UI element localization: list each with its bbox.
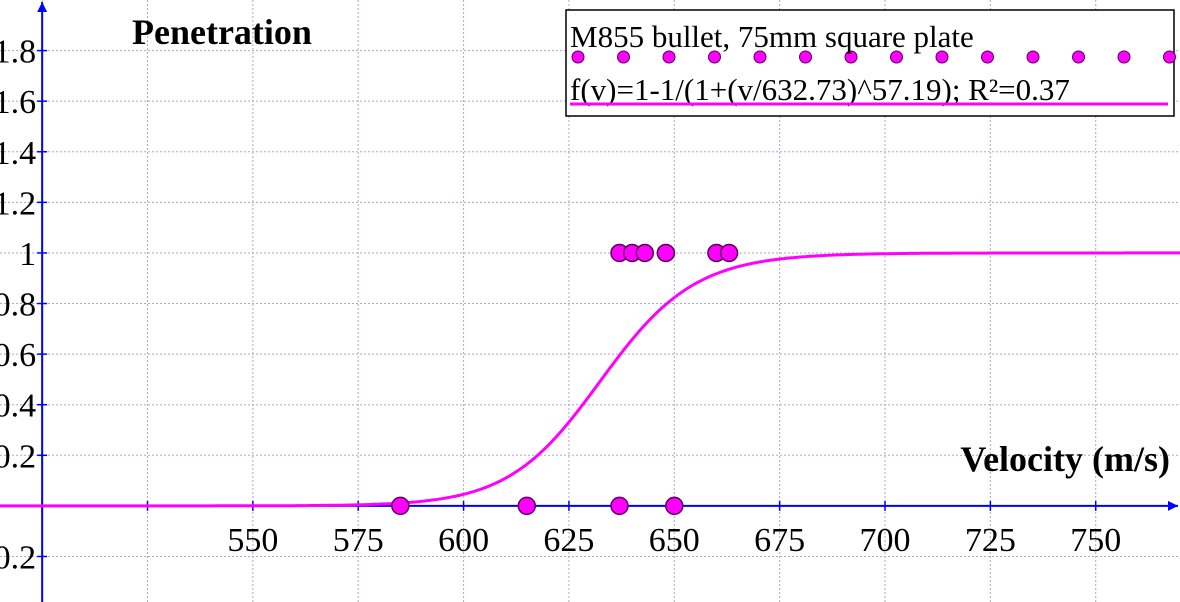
x-tick-label: 575 bbox=[333, 522, 384, 559]
legend: M855 bullet, 75mm square plate f(v)=1-1/… bbox=[565, 9, 1176, 117]
legend-marker-point bbox=[753, 50, 767, 64]
legend-marker-point bbox=[890, 50, 903, 64]
legend-marker-point bbox=[662, 50, 676, 64]
data-point bbox=[719, 243, 739, 263]
x-tick-label: 600 bbox=[438, 522, 489, 559]
y-tick-label: 0.4 bbox=[0, 388, 36, 425]
data-point bbox=[391, 496, 410, 516]
tick-labels: 550 575 600 625 650 675 700 725 750 -0.2 0.2 0.4 0.6… bbox=[0, 34, 1121, 577]
x-tick-label: 750 bbox=[1070, 522, 1121, 559]
legend-marker-point bbox=[981, 50, 994, 64]
y-tick-label: 1 bbox=[19, 236, 36, 273]
legend-marker-point bbox=[708, 50, 721, 64]
data-point bbox=[665, 496, 684, 516]
legend-marker-point bbox=[617, 50, 630, 64]
y-axis-title: Penetration bbox=[132, 12, 312, 52]
data-point bbox=[610, 496, 629, 516]
x-axis-title: Velocity (m/s) bbox=[960, 439, 1170, 479]
y-tick-label: 1.2 bbox=[0, 185, 36, 222]
y-axis-arrow bbox=[37, 2, 48, 12]
legend-marker-point bbox=[1072, 50, 1085, 64]
x-tick-label: 700 bbox=[860, 522, 911, 559]
y-tick-label: 0.8 bbox=[0, 287, 36, 324]
x-tick-label: 725 bbox=[965, 522, 1016, 559]
y-tick-label: 1.8 bbox=[0, 34, 36, 71]
legend-marker-point bbox=[844, 50, 858, 64]
fit-curve bbox=[0, 251, 1180, 508]
x-axis-arrow bbox=[1168, 500, 1178, 511]
data-point bbox=[517, 496, 537, 516]
x-tick-label: 550 bbox=[227, 522, 278, 559]
data-points bbox=[391, 243, 739, 516]
data-point bbox=[635, 243, 655, 263]
legend-marker-point bbox=[799, 50, 812, 64]
legend-marker-point bbox=[571, 50, 585, 64]
legend-markers bbox=[571, 50, 1176, 64]
x-tick-label: 675 bbox=[754, 522, 805, 559]
legend-label-fit: f(v)=1-1/(1+(v/632.73)^57.19); R²=0.37 bbox=[570, 72, 1070, 107]
y-tick-label: 1.4 bbox=[0, 135, 36, 172]
y-tick-label: 0.6 bbox=[0, 337, 36, 374]
y-tick-label: 1.6 bbox=[0, 84, 36, 121]
legend-marker-point bbox=[1026, 50, 1040, 64]
legend-label-points: M855 bullet, 75mm square plate bbox=[570, 19, 974, 54]
x-tick-label: 650 bbox=[649, 522, 700, 559]
y-tick-label: -0.2 bbox=[0, 539, 36, 576]
legend-marker-point bbox=[935, 50, 949, 64]
y-tick-label: 0.2 bbox=[0, 438, 36, 475]
data-point bbox=[656, 243, 676, 263]
legend-marker-point bbox=[1163, 50, 1176, 64]
legend-marker-point bbox=[1117, 50, 1131, 64]
fit-curve-group bbox=[0, 251, 1180, 508]
x-tick-label: 625 bbox=[543, 522, 594, 559]
